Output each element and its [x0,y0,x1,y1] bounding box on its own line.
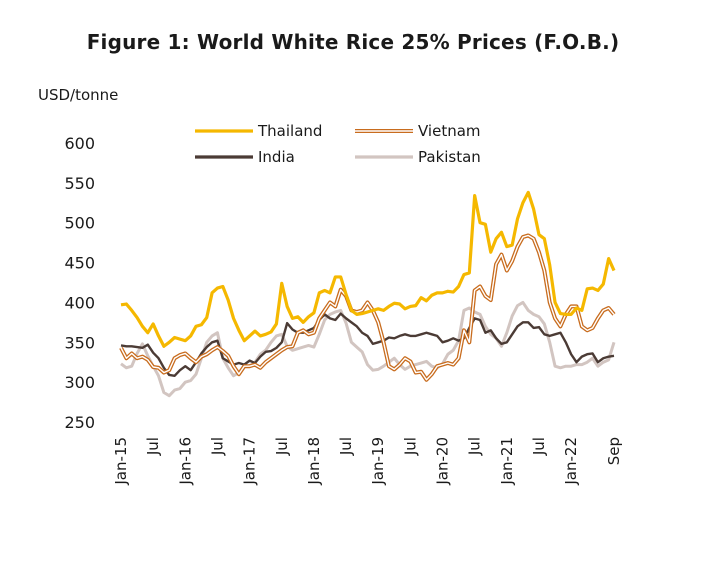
series-line-thailand [120,190,616,348]
x-tick-labels: Jan-15 Jul Jan-16 Jul Jan-17 Jul Jan-18 Jul Jan-… [112,437,623,486]
y-tick-label: 350 [64,333,95,352]
x-tick-label: Jul [337,437,355,456]
legend-label-pakistan: Pakistan [418,148,481,166]
y-axis-unit-label: USD/tonne [38,86,119,104]
x-tick-label: Jul [208,437,226,456]
x-tick-label: Jan-19 [369,437,387,486]
x-tick-label: Jul [273,437,291,456]
x-tick-label: Jul [530,437,548,456]
y-tick-label: 250 [64,413,95,432]
y-tick-label: 600 [64,134,95,153]
x-tick-label: Jan-20 [434,437,452,486]
x-tick-label: Jan-22 [562,437,580,486]
legend-label-thailand: Thailand [257,122,322,140]
x-tick-label: Jan-16 [176,437,194,486]
series-line-india [120,312,615,377]
series-line-pakistan [120,300,616,398]
legend: Thailand Vietnam India Pakistan [195,122,481,166]
x-tick-label: Jul [401,437,419,456]
y-tick-label: 400 [64,293,95,312]
series-lines [119,190,616,398]
legend-label-vietnam: Vietnam [418,122,481,140]
x-tick-label: Jul [144,437,162,456]
y-tick-label: 550 [64,174,95,193]
x-tick-label: Jan-21 [498,437,516,486]
x-tick-label: Jan-18 [305,437,323,486]
x-tick-label: Jan-17 [241,437,259,486]
y-tick-label: 300 [64,373,95,392]
y-tick-labels: 250 300 350 400 450 500 550 600 [64,134,95,432]
x-tick-label: Sep [605,437,623,465]
x-tick-label: Jul [466,437,484,456]
y-tick-label: 450 [64,254,95,273]
legend-label-india: India [258,148,295,166]
chart-title: Figure 1: World White Rice 25% Prices (F… [86,30,620,54]
y-tick-label: 500 [64,214,95,233]
series-line-vietnam-inner [120,234,615,381]
x-tick-label: Jan-15 [112,437,130,486]
